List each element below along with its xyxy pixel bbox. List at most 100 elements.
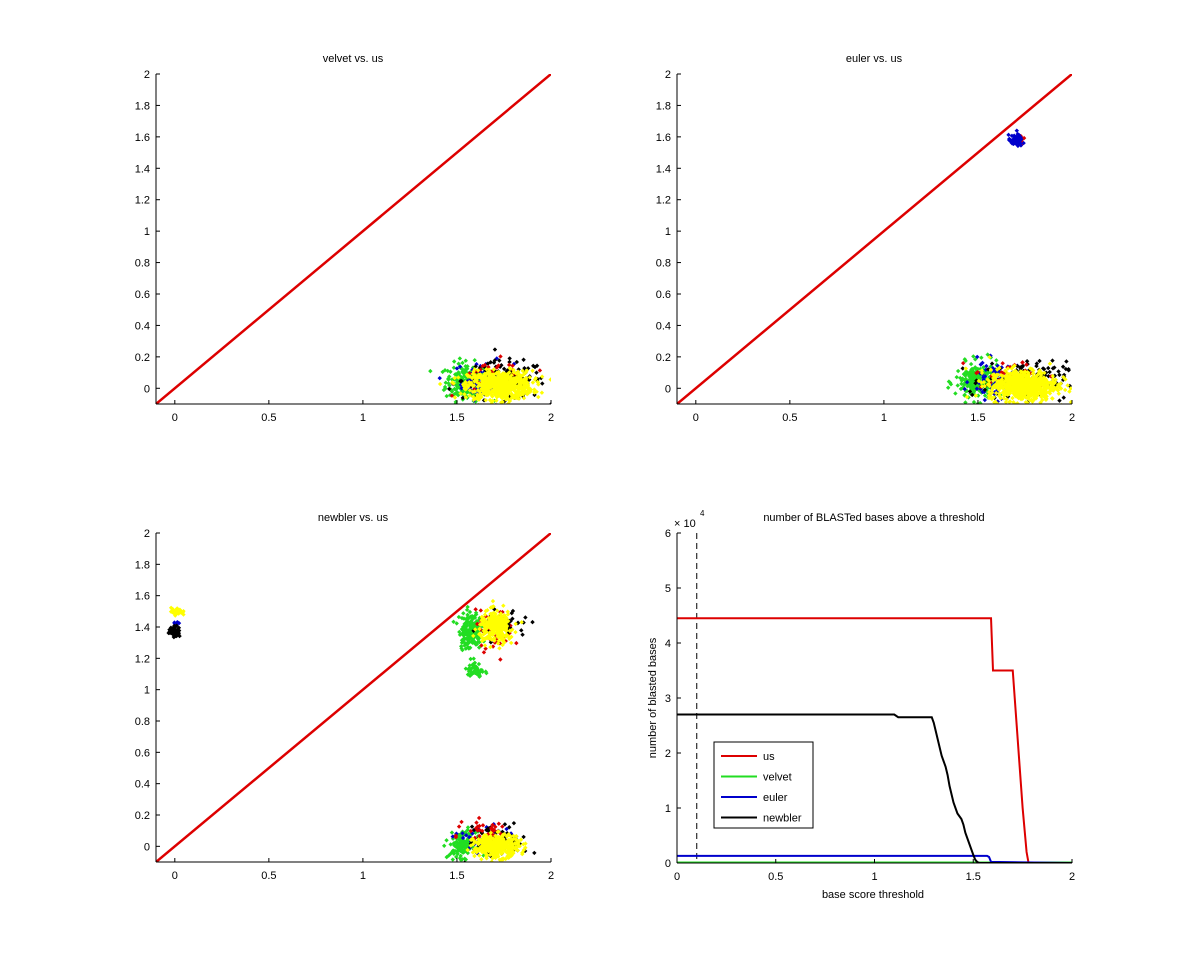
scatter-point	[1067, 389, 1072, 394]
scatter-point	[1007, 137, 1012, 143]
scatter-point	[1010, 380, 1015, 385]
scatter-point	[978, 366, 983, 372]
scatter-point	[491, 622, 496, 627]
scatter-point	[168, 625, 174, 630]
scatter-point	[1038, 377, 1044, 383]
scatter-point	[452, 395, 458, 400]
scatter-point	[467, 393, 472, 398]
scatter-point	[499, 840, 505, 846]
scatter-point	[513, 841, 518, 846]
scatter-point	[471, 827, 477, 833]
scatter-point	[470, 850, 476, 855]
scatter-point	[477, 672, 482, 677]
scatter-point	[1068, 399, 1072, 404]
scatter-point	[496, 616, 502, 621]
scatter-point	[1020, 378, 1026, 383]
scatter-point	[476, 836, 481, 842]
scatter-point	[522, 365, 527, 371]
scatter-point	[505, 609, 510, 614]
scatter-point	[500, 386, 506, 391]
scatter-point	[485, 371, 491, 377]
y-tick-label: 0.4	[135, 320, 150, 332]
scatter-point	[476, 841, 481, 846]
scatter-point	[479, 856, 484, 862]
scatter-point	[479, 643, 484, 648]
scatter-point	[523, 615, 528, 620]
scatter-point	[517, 841, 523, 846]
scatter-point	[962, 357, 968, 362]
scatter-point	[1019, 387, 1024, 392]
scatter-point	[177, 633, 182, 639]
scatter-point	[522, 371, 527, 376]
scatter-points	[677, 74, 1072, 404]
scatter-point	[508, 386, 513, 391]
scatter-point	[467, 388, 473, 393]
scatter-point	[967, 389, 973, 394]
scatter-point	[518, 374, 523, 379]
scatter-point	[484, 856, 489, 861]
scatter-point	[1007, 375, 1012, 380]
scatter-point	[953, 391, 958, 396]
scatter-point	[478, 608, 483, 613]
scatter-point	[1039, 388, 1045, 393]
scatter-point	[991, 372, 997, 377]
scatter-point	[1041, 377, 1047, 383]
scatter-point	[538, 375, 544, 381]
scatter-point	[1016, 391, 1021, 397]
scatter-point	[487, 837, 492, 843]
scatter-point	[968, 375, 973, 381]
scatter-point	[969, 383, 975, 388]
scatter-point	[1015, 394, 1020, 400]
scatter-point	[1057, 398, 1062, 403]
y-tick-label: 3	[665, 693, 671, 705]
y-tick-label: 0	[665, 383, 671, 395]
scatter-point	[960, 360, 966, 366]
y-tick-label: 2	[144, 69, 150, 81]
scatter-point	[462, 841, 467, 847]
scatter-point	[1007, 399, 1012, 404]
scatter-point	[989, 361, 995, 366]
scatter-point	[474, 850, 479, 855]
scatter-point	[490, 598, 496, 604]
scatter-point	[1008, 139, 1014, 145]
scatter-point	[1021, 385, 1027, 390]
scatter-point	[509, 640, 514, 646]
scatter-point	[994, 383, 1000, 388]
scatter-point	[444, 854, 449, 860]
scatter-point	[470, 616, 476, 621]
scatter-point	[491, 367, 496, 372]
y-tick-label: 4	[665, 638, 671, 650]
scatter-point	[978, 386, 983, 392]
scatter-point	[1014, 128, 1020, 133]
scatter-point	[521, 357, 526, 362]
scatter-point	[1015, 401, 1020, 404]
x-tick-label: 0.5	[782, 412, 797, 424]
scatter-point	[990, 390, 995, 395]
scatter-point	[959, 381, 964, 387]
scatter-point	[975, 354, 980, 360]
scatter-point	[512, 385, 517, 390]
scatter-point	[477, 639, 482, 645]
scatter-point	[505, 837, 511, 843]
y-tick-label: 1.6	[135, 132, 150, 144]
scatter-point	[976, 378, 982, 384]
y-tick-label: 1	[144, 685, 150, 697]
scatter-point	[468, 828, 474, 834]
scatter-point	[465, 615, 470, 620]
scatter-point	[981, 374, 986, 380]
scatter-point	[466, 638, 471, 643]
scatter-point	[489, 620, 495, 625]
scatter-point	[489, 859, 494, 862]
scatter-point	[524, 379, 530, 385]
scatter-point	[985, 377, 990, 382]
scatter-point	[513, 629, 518, 635]
scatter-point	[490, 856, 495, 861]
scatter-point	[503, 626, 509, 631]
scatter-point	[1005, 371, 1010, 376]
scatter-point	[1034, 361, 1040, 366]
scatter-point	[989, 387, 995, 393]
scatter-point	[977, 400, 983, 404]
x-tick-label: 1.5	[449, 412, 464, 424]
scatter-point	[510, 376, 515, 382]
